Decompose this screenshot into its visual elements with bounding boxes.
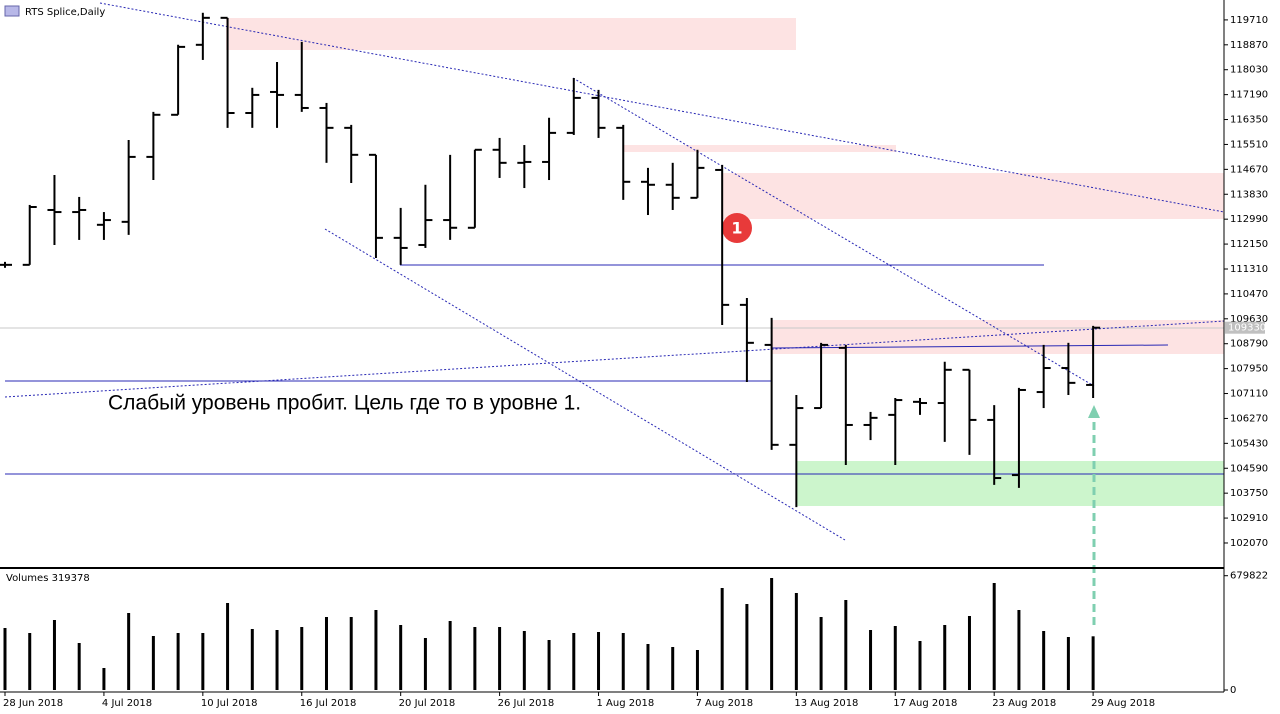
x-tick-label: 28 Jun 2018 bbox=[3, 698, 63, 709]
trendline bbox=[99, 2, 1225, 213]
zone bbox=[623, 145, 896, 152]
y-tick-label: 679822 bbox=[1230, 571, 1268, 582]
y-tick-label: 119710 bbox=[1230, 15, 1268, 26]
y-tick-label: 0 bbox=[1230, 685, 1236, 696]
y-tick-label: 118870 bbox=[1230, 40, 1268, 51]
x-tick-label: 16 Jul 2018 bbox=[300, 698, 357, 709]
y-tick-label: 105430 bbox=[1230, 438, 1268, 449]
x-tick-label: 13 Aug 2018 bbox=[794, 698, 858, 709]
chart-title: RTS Splice,Daily bbox=[25, 7, 105, 18]
x-tick-label: 23 Aug 2018 bbox=[992, 698, 1056, 709]
x-tick-label: 26 Jul 2018 bbox=[498, 698, 555, 709]
panel-title: Volumes 319378 bbox=[6, 573, 90, 584]
y-tick-label: 104590 bbox=[1230, 463, 1268, 474]
x-tick-label: 29 Aug 2018 bbox=[1091, 698, 1155, 709]
y-tick-label: 116350 bbox=[1230, 115, 1268, 126]
y-tick-label: 117190 bbox=[1230, 90, 1268, 101]
y-tick-label: 118030 bbox=[1230, 65, 1268, 76]
y-tick-label: 112990 bbox=[1230, 214, 1268, 225]
x-tick-label: 17 Aug 2018 bbox=[893, 698, 957, 709]
y-tick-label: 107110 bbox=[1230, 389, 1268, 400]
price-box bbox=[1225, 321, 1265, 334]
trendline bbox=[4, 320, 1225, 398]
zone bbox=[226, 18, 796, 50]
y-tick-label: 108790 bbox=[1230, 339, 1268, 350]
y-tick-label: 113830 bbox=[1230, 189, 1268, 200]
y-tick-label: 112150 bbox=[1230, 239, 1268, 250]
x-tick-label: 20 Jul 2018 bbox=[399, 698, 456, 709]
chart-icon bbox=[4, 5, 20, 17]
x-tick-label: 4 Jul 2018 bbox=[102, 698, 152, 709]
level-line bbox=[770, 344, 1169, 349]
arrow-head bbox=[1088, 405, 1100, 418]
y-tick-label: 107950 bbox=[1230, 364, 1268, 375]
y-tick-label: 114670 bbox=[1230, 164, 1268, 175]
annotation: Слабый уровень пробит. Цель где то в уро… bbox=[108, 392, 581, 415]
zone bbox=[796, 461, 1224, 506]
y-tick-label: 115510 bbox=[1230, 139, 1268, 150]
y-tick-label: 106270 bbox=[1230, 413, 1268, 424]
zone bbox=[722, 173, 1224, 219]
y-tick-label: 102910 bbox=[1230, 513, 1268, 524]
y-tick-label: 109630 bbox=[1230, 314, 1268, 325]
y-tick-label: 102070 bbox=[1230, 538, 1268, 549]
x-tick-label: 1 Aug 2018 bbox=[597, 698, 655, 709]
price-label: 109330 bbox=[1228, 323, 1266, 334]
y-tick-label: 111310 bbox=[1230, 264, 1268, 275]
y-tick-label: 110470 bbox=[1230, 289, 1268, 300]
marker-label: 1 bbox=[731, 219, 742, 238]
y-tick-label: 103750 bbox=[1230, 488, 1268, 499]
x-tick-label: 7 Aug 2018 bbox=[695, 698, 753, 709]
marker bbox=[722, 213, 752, 243]
x-tick-label: 10 Jul 2018 bbox=[201, 698, 258, 709]
trendline bbox=[324, 228, 846, 541]
